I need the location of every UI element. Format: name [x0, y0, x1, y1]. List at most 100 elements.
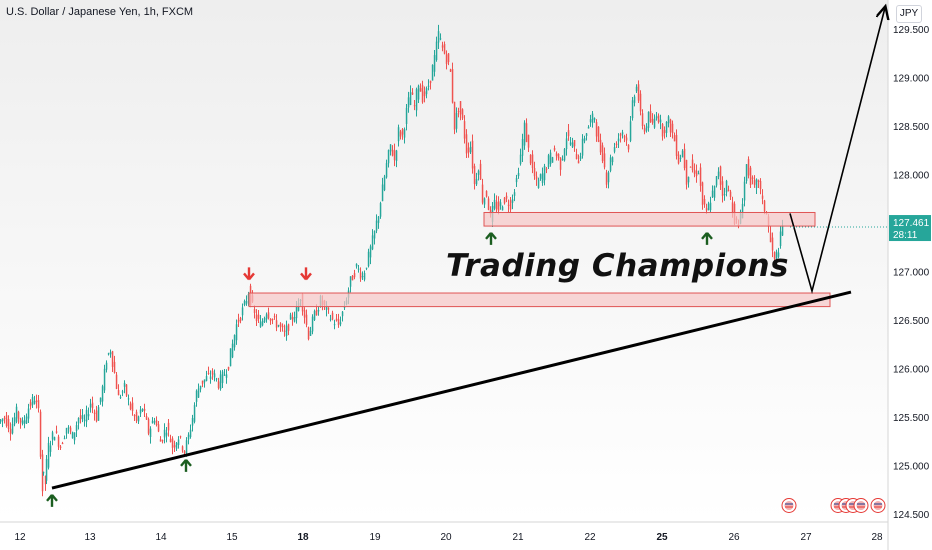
candle: [125, 383, 128, 398]
candle: [257, 310, 260, 323]
flag-icon[interactable]: [781, 498, 797, 514]
candle: [397, 124, 400, 147]
candle: [469, 141, 472, 155]
candle: [53, 436, 56, 441]
support-zone[interactable]: [248, 292, 831, 308]
candle: [41, 449, 44, 497]
candle: [635, 84, 638, 93]
candle: [107, 352, 110, 356]
candle: [541, 167, 544, 186]
candle: [563, 148, 566, 162]
candle: [239, 316, 242, 324]
flag-icon[interactable]: [853, 498, 869, 514]
candle: [609, 154, 612, 173]
candle: [245, 295, 248, 306]
candle: [643, 124, 646, 135]
x-tick-label: 18: [297, 532, 309, 543]
candle: [349, 276, 352, 293]
candle: [441, 41, 444, 52]
candle: [67, 425, 70, 434]
candle: [579, 152, 582, 161]
candle: [463, 115, 466, 144]
candle: [313, 309, 316, 321]
candle: [421, 80, 424, 104]
candle: [365, 267, 368, 271]
candle: [59, 444, 62, 451]
candle: [493, 193, 496, 211]
candle: [687, 176, 690, 188]
candle: [589, 114, 592, 127]
candle: [549, 149, 552, 167]
candle: [363, 270, 366, 282]
candle: [97, 405, 100, 421]
trendline[interactable]: [51, 290, 852, 490]
candle: [127, 394, 130, 406]
candle: [175, 441, 178, 451]
x-tick-label: 27: [800, 532, 812, 543]
candle: [291, 312, 294, 326]
candle: [89, 398, 92, 413]
candle: [667, 115, 670, 128]
candle: [163, 423, 166, 444]
candle: [677, 151, 680, 165]
candle: [361, 271, 364, 281]
projection-arrow[interactable]: [789, 8, 885, 295]
candle: [65, 427, 68, 439]
candle: [285, 320, 288, 341]
candle: [471, 134, 474, 174]
candle: [193, 402, 196, 424]
candle: [661, 122, 664, 141]
candle: [109, 349, 112, 358]
candle: [663, 126, 666, 139]
candle: [683, 143, 686, 171]
candle: [63, 435, 66, 440]
candle: [545, 166, 548, 174]
candle: [27, 403, 30, 423]
candle: [45, 454, 48, 484]
candle: [87, 407, 90, 421]
candle: [85, 405, 88, 428]
candle: [367, 248, 370, 268]
candle: [241, 303, 244, 321]
candle: [447, 53, 450, 66]
x-tick-label: 28: [871, 532, 883, 543]
candle: [197, 383, 200, 399]
candle: [505, 192, 508, 203]
candle: [665, 121, 668, 138]
candle: [137, 415, 140, 425]
candle: [529, 154, 532, 166]
candle: [633, 94, 636, 107]
currency-button[interactable]: JPY: [896, 5, 922, 23]
candle: [597, 126, 600, 143]
candle: [451, 62, 454, 104]
y-tick-label: 126.000: [893, 365, 930, 376]
candle: [415, 87, 418, 117]
y-tick-label: 128.500: [893, 122, 930, 133]
candle: [317, 306, 320, 316]
candle: [379, 201, 382, 219]
candle: [139, 405, 142, 417]
candle: [263, 316, 266, 323]
flag-icon[interactable]: [870, 498, 886, 514]
candle: [167, 418, 170, 437]
candle: [303, 307, 306, 324]
candle: [713, 185, 716, 201]
candle: [527, 134, 530, 152]
candle: [685, 159, 688, 190]
candle: [19, 417, 22, 429]
candle: [431, 64, 434, 81]
candle: [161, 439, 164, 444]
support-zone[interactable]: [483, 211, 816, 227]
candle: [3, 415, 6, 424]
candle: [337, 313, 340, 328]
candle: [267, 307, 270, 320]
candle: [521, 133, 524, 162]
candle: [693, 163, 696, 178]
candle: [759, 178, 762, 195]
up-arrow-icon: [485, 232, 497, 245]
candle: [357, 264, 360, 273]
candle: [619, 132, 622, 143]
candle: [385, 159, 388, 179]
candle: [691, 154, 694, 173]
